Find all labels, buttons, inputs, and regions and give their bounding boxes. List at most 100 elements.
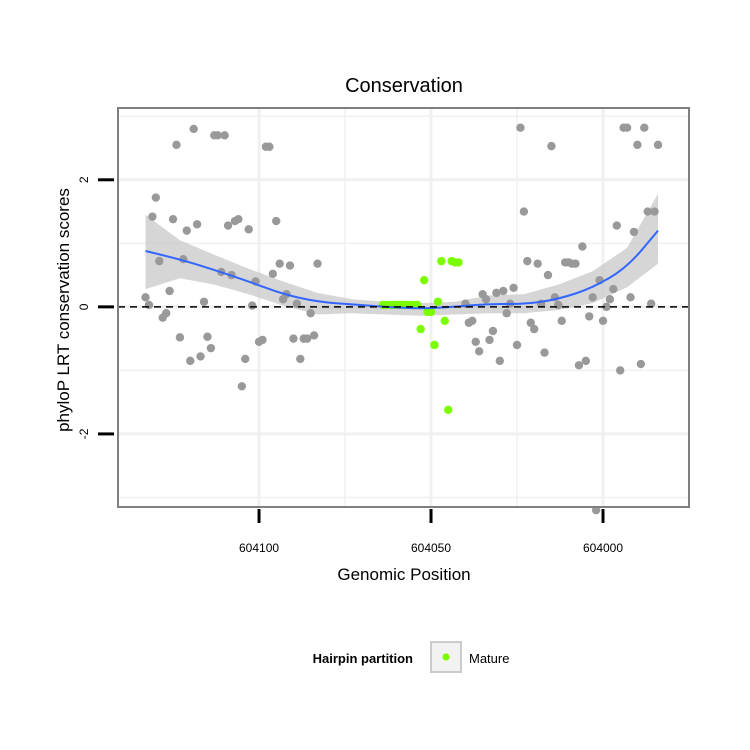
data-point-other — [151, 193, 161, 202]
data-point-other — [509, 283, 518, 293]
data-point-other — [481, 295, 491, 304]
x-axis-label: Genomic Position — [337, 565, 470, 584]
data-point-other — [196, 352, 205, 361]
data-point-other — [516, 123, 525, 132]
data-point-other — [165, 286, 174, 296]
data-point-other — [189, 124, 198, 134]
data-point-other — [557, 316, 566, 326]
x-tick-label: 604000 — [583, 541, 623, 555]
data-point-mature — [416, 324, 425, 334]
data-point-other — [203, 332, 212, 341]
data-point-mature — [419, 275, 429, 285]
data-point-other — [574, 361, 584, 370]
data-point-other — [526, 318, 535, 327]
data-point-other — [602, 302, 611, 312]
data-point-other — [247, 301, 257, 310]
data-point-other — [488, 326, 498, 336]
data-point-other — [206, 343, 216, 353]
data-point-other — [581, 356, 591, 366]
chart-title: Conservation — [345, 75, 463, 97]
data-point-other — [234, 214, 243, 224]
data-point-other — [650, 207, 659, 216]
data-point-other — [585, 312, 594, 321]
x-tick-label: 604050 — [411, 541, 451, 555]
data-point-other — [653, 140, 663, 150]
data-point-other — [523, 256, 532, 266]
data-point-other — [302, 334, 312, 343]
y-tick-label: -2 — [77, 428, 91, 439]
data-point-other — [313, 259, 322, 268]
data-point-other — [605, 295, 615, 304]
data-point-other — [285, 261, 295, 270]
data-point-other — [168, 214, 178, 224]
data-point-mature — [454, 258, 463, 267]
data-point-mature — [444, 405, 453, 414]
plot-panel — [117, 107, 690, 515]
data-point-other — [591, 505, 601, 515]
data-point-other — [289, 334, 298, 343]
data-point-other — [495, 356, 505, 366]
data-point-other — [533, 259, 542, 268]
data-point-other — [175, 333, 185, 342]
data-point-mature — [437, 256, 446, 266]
data-point-other — [626, 293, 635, 302]
data-point-other — [530, 324, 539, 334]
data-point-other — [643, 207, 652, 216]
data-point-other — [241, 354, 250, 364]
data-point-other — [172, 140, 181, 150]
axes: 604100 604050 604000 -2 0 2 — [77, 176, 623, 555]
data-point-other — [578, 242, 587, 251]
y-axis-label: phyloP LRT conservation scores — [54, 188, 73, 432]
data-point-other — [144, 300, 154, 310]
y-tick-label: 0 — [77, 303, 91, 310]
data-point-other — [543, 270, 553, 280]
data-point-mature — [430, 340, 439, 350]
data-point-other — [268, 269, 277, 279]
data-point-other — [512, 340, 522, 350]
data-point-other — [616, 366, 625, 375]
data-point-other — [519, 207, 529, 216]
data-point-other — [306, 309, 315, 318]
data-point-mature — [433, 297, 443, 306]
data-point-other — [296, 354, 305, 364]
data-point-other — [598, 316, 608, 326]
data-point-other — [499, 286, 508, 296]
data-point-other — [213, 131, 222, 140]
data-point-mature — [440, 316, 449, 326]
legend-key-mature — [442, 653, 450, 661]
data-point-mature — [426, 307, 436, 317]
data-point-other — [244, 225, 253, 234]
data-point-other — [640, 123, 649, 132]
data-point-other — [629, 227, 639, 237]
data-point-other — [540, 348, 549, 357]
smooth-confidence-band — [145, 193, 658, 316]
data-point-other — [492, 288, 501, 298]
legend-label-mature: Mature — [469, 651, 509, 666]
smooth-fit-line — [145, 229, 659, 310]
data-point-other — [292, 299, 302, 308]
data-point-other — [633, 140, 642, 150]
data-point-other — [471, 337, 480, 347]
data-point-other — [155, 256, 164, 266]
data-point-other — [612, 221, 621, 230]
data-point-other — [547, 141, 556, 151]
data-point-other — [186, 356, 195, 366]
data-point-other — [265, 142, 274, 151]
data-point-other — [141, 293, 150, 302]
panel-border — [117, 107, 690, 508]
data-point-other — [237, 382, 247, 391]
data-point-other — [588, 293, 597, 302]
data-point-other — [622, 123, 632, 132]
legend: Hairpin partition Mature — [313, 641, 509, 673]
data-point-other — [148, 212, 157, 221]
data-point-other — [220, 131, 229, 140]
data-point-other — [646, 299, 656, 308]
data-point-other — [199, 297, 209, 306]
data-point-other — [468, 316, 477, 326]
data-point-other — [571, 259, 580, 268]
data-point-other — [223, 221, 233, 230]
data-point-other — [161, 309, 171, 318]
data-point-other — [182, 226, 191, 235]
data-point-other — [272, 216, 281, 226]
